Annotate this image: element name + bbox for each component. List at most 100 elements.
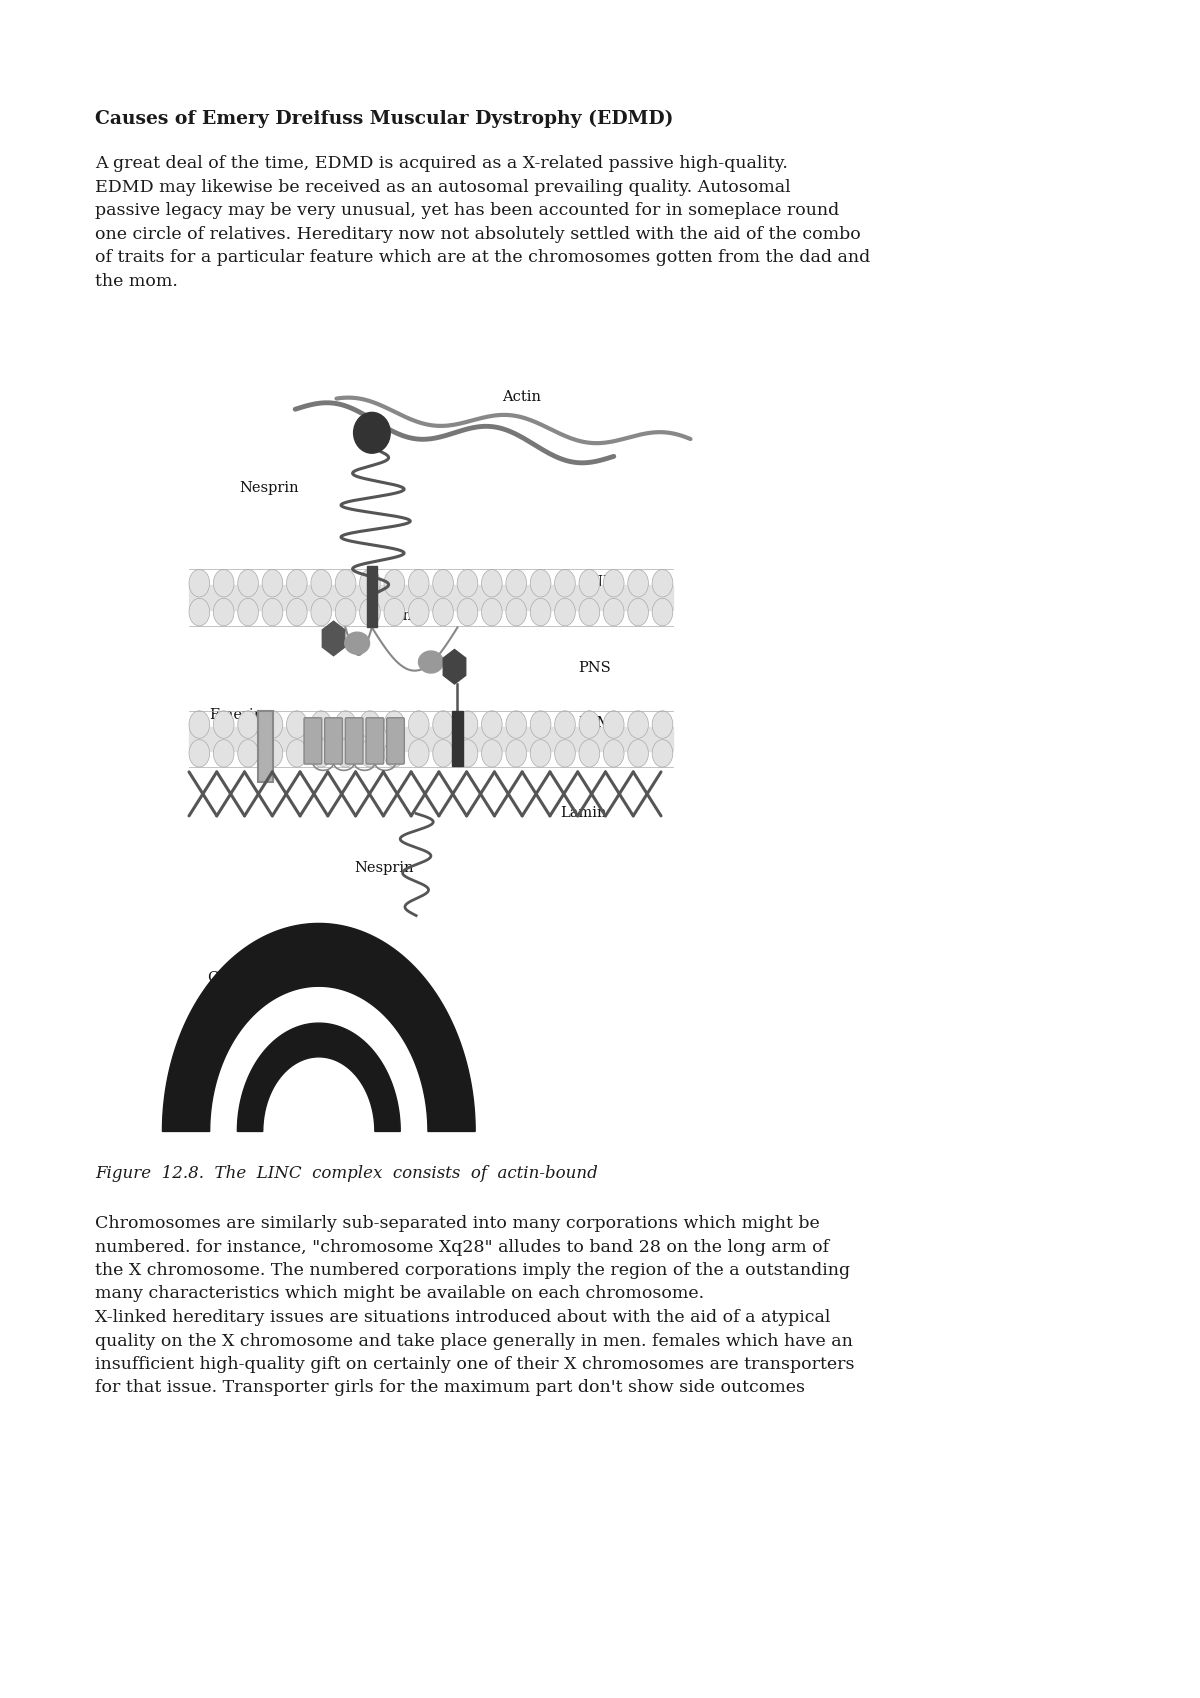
Circle shape bbox=[506, 711, 527, 739]
Ellipse shape bbox=[419, 650, 443, 672]
Circle shape bbox=[652, 598, 673, 627]
Bar bbox=[190, 727, 673, 751]
Circle shape bbox=[604, 740, 624, 767]
FancyBboxPatch shape bbox=[325, 718, 342, 764]
Circle shape bbox=[190, 598, 210, 627]
Circle shape bbox=[604, 569, 624, 598]
Text: Actin: Actin bbox=[502, 389, 541, 404]
Circle shape bbox=[506, 569, 527, 598]
Circle shape bbox=[214, 598, 234, 627]
Circle shape bbox=[506, 740, 527, 767]
Circle shape bbox=[214, 569, 234, 598]
Ellipse shape bbox=[344, 632, 370, 654]
Polygon shape bbox=[214, 992, 424, 1131]
Circle shape bbox=[433, 711, 454, 739]
Circle shape bbox=[481, 740, 502, 767]
Circle shape bbox=[652, 569, 673, 598]
Circle shape bbox=[628, 711, 648, 739]
Bar bbox=[258, 711, 274, 783]
Circle shape bbox=[214, 740, 234, 767]
Circle shape bbox=[287, 569, 307, 598]
Circle shape bbox=[408, 740, 430, 767]
Text: Causes of Emery Dreifuss Muscular Dystrophy (EDMD): Causes of Emery Dreifuss Muscular Dystro… bbox=[95, 110, 673, 129]
Circle shape bbox=[604, 598, 624, 627]
Circle shape bbox=[408, 569, 430, 598]
Circle shape bbox=[580, 711, 600, 739]
FancyBboxPatch shape bbox=[304, 718, 322, 764]
Circle shape bbox=[311, 740, 331, 767]
Circle shape bbox=[481, 569, 502, 598]
Circle shape bbox=[238, 740, 258, 767]
Circle shape bbox=[457, 569, 478, 598]
Circle shape bbox=[457, 598, 478, 627]
Polygon shape bbox=[238, 1024, 401, 1131]
Circle shape bbox=[652, 711, 673, 739]
Circle shape bbox=[652, 740, 673, 767]
Circle shape bbox=[384, 740, 404, 767]
Polygon shape bbox=[162, 924, 475, 1131]
Circle shape bbox=[554, 569, 575, 598]
Text: Nesprin: Nesprin bbox=[354, 861, 414, 876]
Text: Emerin: Emerin bbox=[210, 708, 264, 722]
Circle shape bbox=[554, 740, 575, 767]
Circle shape bbox=[457, 740, 478, 767]
Circle shape bbox=[580, 598, 600, 627]
Circle shape bbox=[238, 569, 258, 598]
Circle shape bbox=[190, 569, 210, 598]
Circle shape bbox=[408, 711, 430, 739]
FancyBboxPatch shape bbox=[346, 718, 364, 764]
Circle shape bbox=[530, 711, 551, 739]
Text: Chromosomes are similarly sub-separated into many corporations which might be
nu: Chromosomes are similarly sub-separated … bbox=[95, 1216, 854, 1396]
Circle shape bbox=[384, 569, 404, 598]
Circle shape bbox=[628, 740, 648, 767]
Circle shape bbox=[262, 569, 283, 598]
Circle shape bbox=[287, 711, 307, 739]
Circle shape bbox=[433, 569, 454, 598]
Circle shape bbox=[628, 598, 648, 627]
Ellipse shape bbox=[354, 413, 390, 453]
Text: Chromatin: Chromatin bbox=[206, 971, 286, 985]
Circle shape bbox=[433, 740, 454, 767]
Text: Sun: Sun bbox=[384, 608, 413, 623]
Circle shape bbox=[433, 598, 454, 627]
Circle shape bbox=[311, 598, 331, 627]
Text: Figure  12.8.  The  LINC  complex  consists  of  actin-bound: Figure 12.8. The LINC complex consists o… bbox=[95, 1165, 598, 1182]
Circle shape bbox=[335, 598, 356, 627]
Circle shape bbox=[335, 569, 356, 598]
Circle shape bbox=[238, 711, 258, 739]
Circle shape bbox=[457, 711, 478, 739]
Circle shape bbox=[481, 711, 502, 739]
Circle shape bbox=[384, 598, 404, 627]
Circle shape bbox=[262, 711, 283, 739]
Circle shape bbox=[262, 598, 283, 627]
Circle shape bbox=[384, 711, 404, 739]
Text: A great deal of the time, EDMD is acquired as a X-related passive high-quality.
: A great deal of the time, EDMD is acquir… bbox=[95, 155, 870, 289]
Circle shape bbox=[262, 740, 283, 767]
Circle shape bbox=[287, 598, 307, 627]
Circle shape bbox=[287, 740, 307, 767]
Circle shape bbox=[554, 711, 575, 739]
Circle shape bbox=[530, 740, 551, 767]
Text: INM: INM bbox=[578, 717, 612, 730]
Circle shape bbox=[408, 598, 430, 627]
Text: Lamin: Lamin bbox=[560, 807, 607, 820]
FancyBboxPatch shape bbox=[366, 718, 384, 764]
Circle shape bbox=[335, 740, 356, 767]
Text: Nesprin: Nesprin bbox=[239, 481, 299, 494]
Circle shape bbox=[580, 569, 600, 598]
Circle shape bbox=[190, 711, 210, 739]
Circle shape bbox=[238, 598, 258, 627]
Circle shape bbox=[311, 569, 331, 598]
Circle shape bbox=[335, 711, 356, 739]
Circle shape bbox=[360, 569, 380, 598]
Circle shape bbox=[530, 569, 551, 598]
Circle shape bbox=[628, 569, 648, 598]
Circle shape bbox=[311, 711, 331, 739]
Bar bbox=[190, 586, 673, 610]
FancyBboxPatch shape bbox=[386, 718, 404, 764]
Circle shape bbox=[554, 598, 575, 627]
Circle shape bbox=[604, 711, 624, 739]
Circle shape bbox=[360, 598, 380, 627]
Circle shape bbox=[481, 598, 502, 627]
Circle shape bbox=[530, 598, 551, 627]
